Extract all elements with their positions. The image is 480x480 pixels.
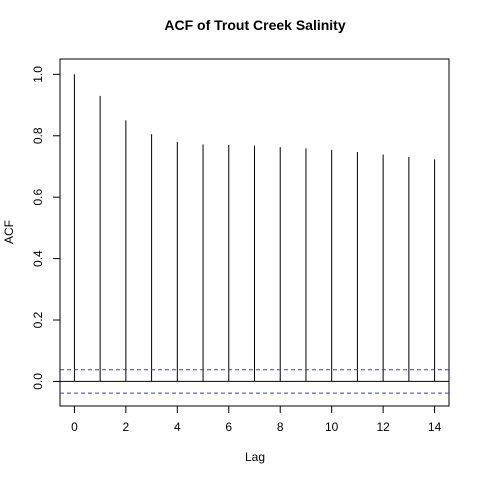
x-axis-label: Lag	[245, 450, 265, 464]
y-axis: 0.0 0.2 0.4 0.6 0.8 1.0	[31, 66, 61, 390]
y-tick-label-0.6: 0.6	[31, 189, 45, 206]
x-tick-label-14: 14	[428, 420, 442, 434]
y-tick-label-0.8: 0.8	[31, 127, 45, 144]
y-axis-label: ACF	[2, 220, 16, 244]
chart-title: ACF of Trout Creek Salinity	[164, 17, 345, 33]
y-tick-label-0.2: 0.2	[31, 311, 45, 328]
x-tick-label-0: 0	[71, 420, 78, 434]
acf-bars	[73, 74, 436, 382]
reference-lines	[60, 369, 449, 394]
y-tick-label-0.0: 0.0	[31, 373, 45, 390]
x-tick-label-2: 2	[123, 420, 130, 434]
x-tick-label-4: 4	[174, 420, 181, 434]
x-tick-label-8: 8	[277, 420, 284, 434]
x-axis: 0 2 4 6 8 10 12 14	[71, 405, 442, 434]
x-tick-label-6: 6	[225, 420, 232, 434]
y-tick-label-0.4: 0.4	[31, 250, 45, 267]
x-tick-label-12: 12	[376, 420, 390, 434]
y-tick-label-1.0: 1.0	[31, 66, 45, 83]
x-tick-label-10: 10	[325, 420, 339, 434]
